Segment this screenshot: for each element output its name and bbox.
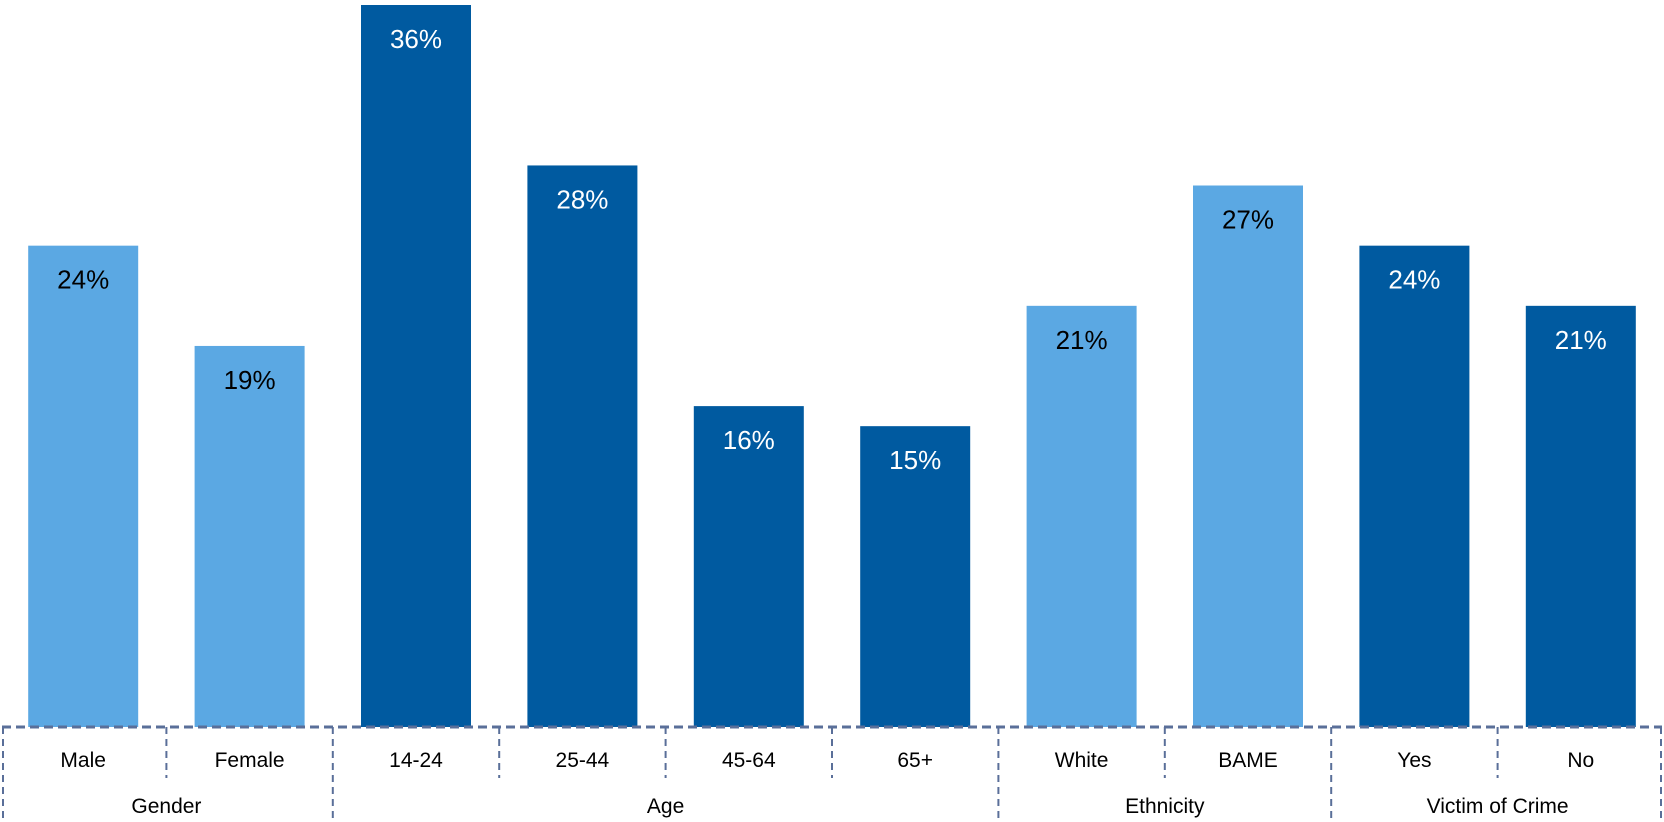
- value-label: 21%: [1555, 325, 1607, 355]
- value-label: 27%: [1222, 205, 1274, 235]
- value-label: 15%: [889, 445, 941, 475]
- bar-male: [28, 246, 138, 727]
- tick-label: 25-44: [556, 749, 610, 772]
- value-label: 21%: [1056, 325, 1108, 355]
- group-label: Ethnicity: [1125, 795, 1205, 818]
- bar-25-44: [527, 165, 637, 727]
- tick-label: Male: [60, 749, 106, 772]
- value-label: 19%: [224, 365, 276, 395]
- tick-label: BAME: [1218, 749, 1278, 772]
- tick-labels-layer: Male Female 14-24 25-44 45-64 65+ White BAME Yes…: [60, 749, 1594, 772]
- bar-yes: [1359, 246, 1469, 727]
- value-label: 24%: [1388, 265, 1440, 295]
- bar-14-24: [361, 5, 471, 727]
- group-label: Victim of Crime: [1427, 795, 1569, 818]
- group-labels-layer: Gender Age Ethnicity Victim of Crime: [131, 795, 1568, 818]
- value-label: 36%: [390, 24, 442, 54]
- tick-label: No: [1567, 749, 1594, 772]
- category-axis: [2, 727, 1662, 822]
- value-label: 28%: [556, 184, 608, 214]
- tick-label: White: [1055, 749, 1109, 772]
- bar-bame: [1193, 186, 1303, 728]
- tick-label: 14-24: [389, 749, 443, 772]
- group-label: Gender: [131, 795, 201, 818]
- tick-label: Female: [215, 749, 285, 772]
- bar-no: [1526, 306, 1636, 727]
- bar-female: [195, 346, 305, 727]
- bar-white: [1027, 306, 1137, 727]
- group-label: Age: [647, 795, 684, 818]
- value-label: 16%: [723, 425, 775, 455]
- value-label: 24%: [57, 265, 109, 295]
- tick-label: 45-64: [722, 749, 776, 772]
- tick-label: 65+: [897, 749, 933, 772]
- tick-label: Yes: [1397, 749, 1431, 772]
